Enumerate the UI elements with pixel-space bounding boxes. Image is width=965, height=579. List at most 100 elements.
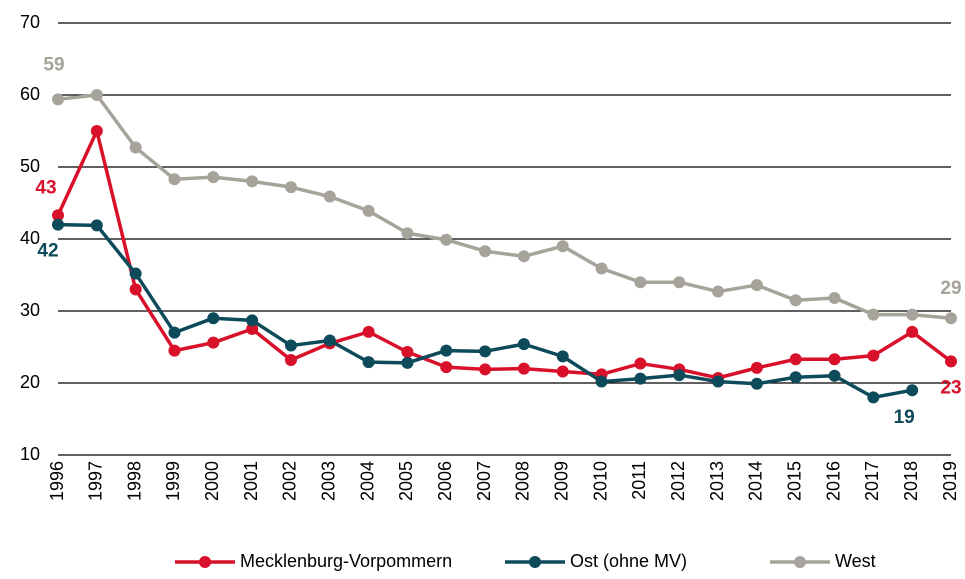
marker <box>906 308 919 321</box>
marker <box>867 349 880 362</box>
marker <box>284 339 297 352</box>
marker <box>168 326 181 339</box>
x-tick-label: 2013 <box>707 461 727 501</box>
marker <box>789 353 802 366</box>
marker <box>517 362 530 375</box>
value-label: 59 <box>43 54 64 75</box>
marker <box>634 276 647 289</box>
marker <box>440 233 453 246</box>
marker <box>945 312 957 325</box>
x-tick-label: 2000 <box>202 461 222 501</box>
marker <box>129 141 142 154</box>
marker <box>129 283 142 296</box>
marker <box>129 267 142 280</box>
x-tick-label: 2012 <box>668 461 688 501</box>
x-tick-label: 2003 <box>319 461 339 501</box>
marker <box>634 357 647 370</box>
marker <box>945 355 957 368</box>
marker <box>828 369 841 382</box>
marker <box>90 89 103 101</box>
marker <box>52 93 64 106</box>
marker <box>556 365 569 378</box>
marker <box>906 384 919 397</box>
legend-label: West <box>835 551 876 571</box>
marker <box>246 314 259 327</box>
x-tick-label: 2001 <box>241 461 261 501</box>
x-tick-label: 2015 <box>784 461 804 501</box>
marker <box>52 209 64 222</box>
marker <box>750 361 763 374</box>
marker <box>595 262 608 275</box>
marker <box>595 375 608 388</box>
series-line <box>57 93 952 320</box>
x-tick-label: 2009 <box>551 461 571 501</box>
y-tick-label: 30 <box>20 300 40 320</box>
marker <box>401 227 414 240</box>
legend-label: Mecklenburg-Vorpommern <box>240 551 452 571</box>
x-tick-label: 2008 <box>513 461 533 501</box>
marker <box>517 338 530 351</box>
x-tick-label: 2007 <box>474 461 494 501</box>
marker <box>207 336 220 349</box>
marker <box>284 181 297 194</box>
y-tick-label: 60 <box>20 84 40 104</box>
marker <box>634 372 647 385</box>
legend-marker <box>529 556 541 568</box>
x-tick-label: 2014 <box>746 461 766 501</box>
marker <box>479 363 492 376</box>
x-tick-label: 1999 <box>163 461 183 501</box>
x-tick-label: 2002 <box>280 461 300 501</box>
marker <box>517 250 530 263</box>
marker <box>440 344 453 357</box>
marker <box>52 218 64 231</box>
marker <box>712 375 725 388</box>
legend-marker <box>794 556 806 568</box>
marker <box>168 173 181 186</box>
marker <box>789 294 802 307</box>
value-label: 19 <box>894 407 915 428</box>
marker <box>362 325 375 338</box>
x-tick-label: 2010 <box>590 461 610 501</box>
marker <box>323 334 336 347</box>
marker <box>440 361 453 374</box>
series-line <box>56 129 953 380</box>
marker <box>906 325 919 338</box>
marker <box>401 346 414 359</box>
x-tick-label: 2005 <box>396 461 416 501</box>
marker <box>362 204 375 217</box>
marker <box>246 175 259 188</box>
value-label: 29 <box>940 278 961 299</box>
marker <box>673 369 686 382</box>
marker <box>168 344 181 357</box>
marker <box>401 356 414 369</box>
y-tick-label: 70 <box>20 12 40 32</box>
marker <box>828 292 841 305</box>
y-tick-label: 20 <box>20 372 40 392</box>
y-tick-label: 50 <box>20 156 40 176</box>
legend-label: Ost (ohne MV) <box>570 551 687 571</box>
marker <box>828 353 841 366</box>
marker <box>673 276 686 289</box>
marker <box>323 190 336 203</box>
legend-marker <box>199 556 211 568</box>
marker <box>867 391 880 404</box>
marker <box>362 356 375 369</box>
x-tick-label: 1997 <box>86 461 106 501</box>
x-tick-label: 2017 <box>862 461 882 501</box>
x-tick-label: 2004 <box>357 461 377 501</box>
marker <box>712 285 725 298</box>
marker <box>750 279 763 292</box>
y-tick-label: 40 <box>20 228 40 248</box>
marker <box>284 353 297 366</box>
marker <box>207 312 220 325</box>
x-tick-label: 2006 <box>435 461 455 501</box>
marker <box>207 171 220 184</box>
marker <box>479 245 492 258</box>
marker <box>750 377 763 390</box>
value-label: 43 <box>35 177 56 198</box>
x-tick-label: 2011 <box>629 461 649 500</box>
marker <box>90 125 103 137</box>
marker <box>556 240 569 253</box>
x-tick-label: 2018 <box>901 461 921 501</box>
